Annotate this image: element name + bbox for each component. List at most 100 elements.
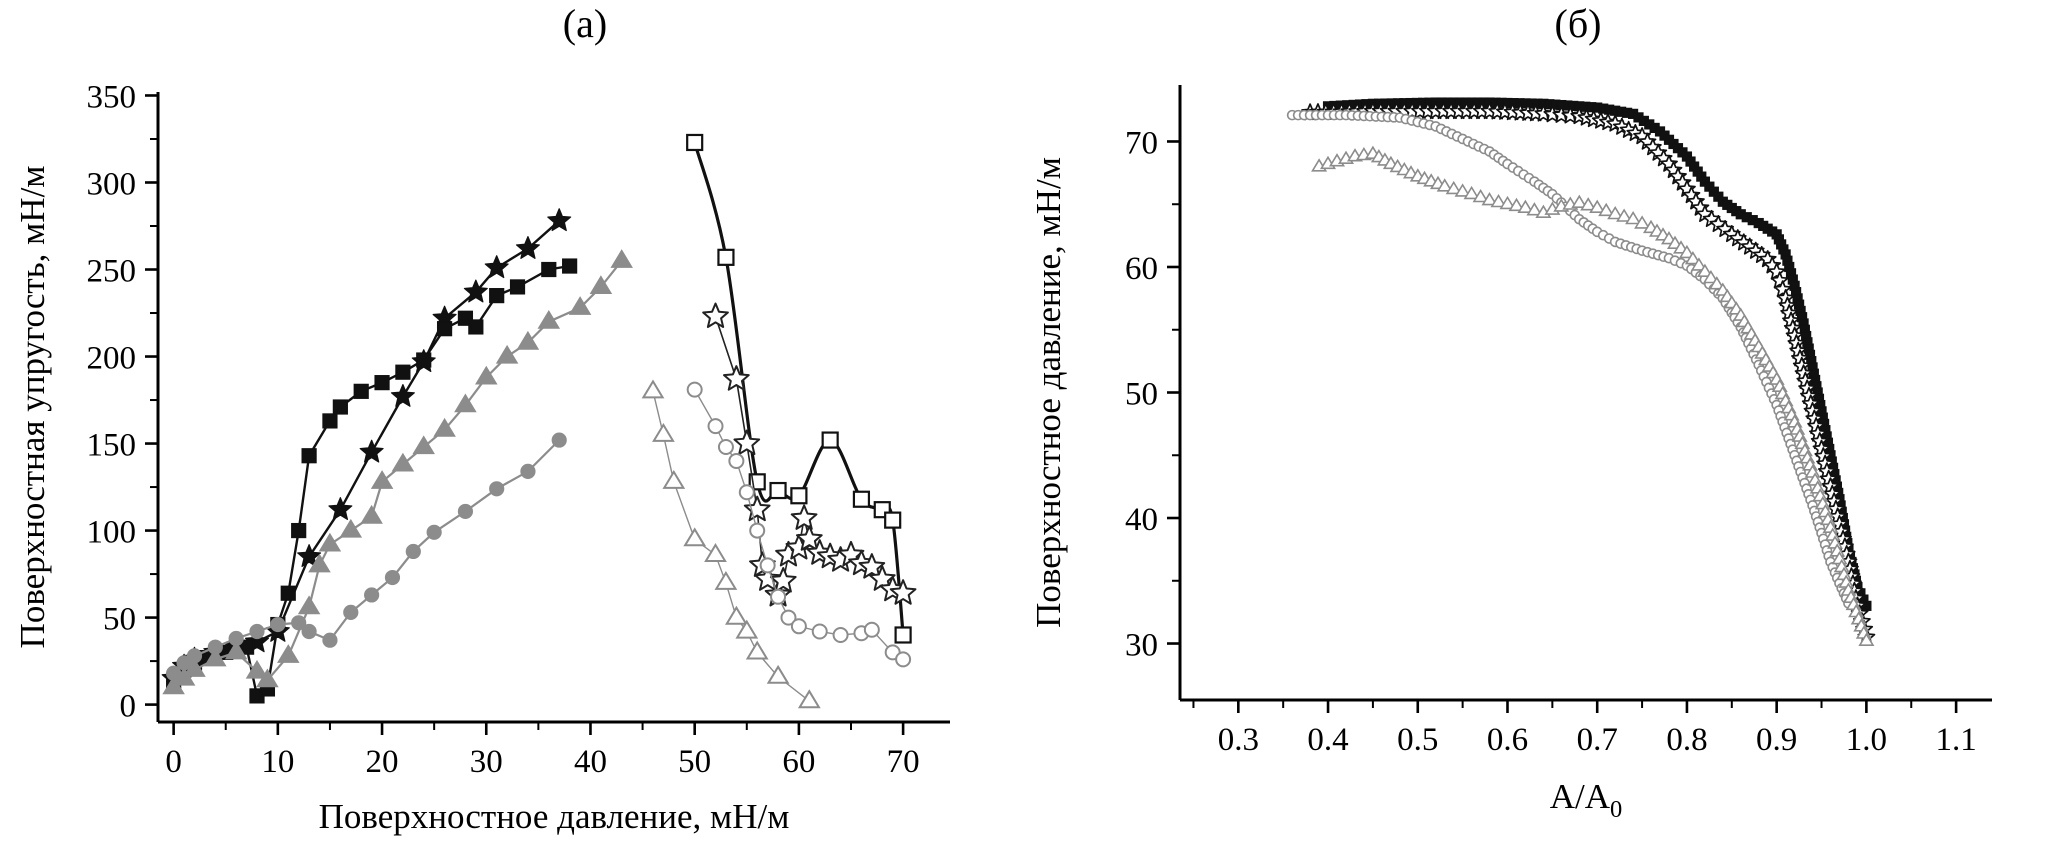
y-tick-label: 300 bbox=[87, 166, 137, 202]
series-open-stars bbox=[1301, 102, 1876, 645]
chart-a-plot: 0 10 20 30 40 50 60 70 0 50 100 150 200 250 300 350 Пове… bbox=[13, 79, 950, 836]
open-triangles-marker bbox=[1445, 180, 1462, 195]
open-triangles-marker bbox=[1499, 195, 1516, 210]
open-circles-marker bbox=[707, 418, 724, 435]
open-triangles-marker bbox=[1472, 188, 1489, 203]
open-triangles-marker bbox=[1526, 202, 1543, 216]
filled-triangles-marker bbox=[318, 532, 342, 552]
filled-circles-marker bbox=[405, 543, 421, 560]
open-squares-marker bbox=[686, 133, 704, 152]
open-triangles-marker bbox=[1625, 210, 1642, 225]
filled-stars-marker bbox=[515, 236, 540, 259]
x-tick-label: 1.1 bbox=[1935, 722, 1976, 758]
y-axis-label: Поверхностная упругость, мН/м bbox=[13, 166, 52, 649]
open-triangles-marker bbox=[1454, 183, 1471, 197]
filled-stars-marker bbox=[547, 208, 572, 232]
open-circles-marker bbox=[759, 557, 776, 574]
filled-squares-marker bbox=[322, 413, 338, 429]
open-triangles-marker bbox=[1690, 257, 1707, 271]
filled-squares-marker bbox=[395, 364, 411, 380]
filled-squares-marker bbox=[353, 383, 369, 399]
open-circles-marker bbox=[749, 522, 766, 539]
x-tick-label: 0.8 bbox=[1666, 722, 1707, 758]
filled-triangles-marker bbox=[277, 644, 300, 663]
open-triangles-marker bbox=[1634, 215, 1651, 229]
open-stars-marker bbox=[723, 365, 750, 391]
filled-squares-marker bbox=[291, 522, 307, 539]
filled-triangles-marker bbox=[495, 344, 519, 364]
filled-squares-marker bbox=[541, 261, 557, 278]
open-triangles-marker bbox=[1508, 197, 1525, 212]
open-triangles-marker bbox=[1684, 251, 1701, 265]
filled-triangles-marker bbox=[391, 452, 415, 472]
open-triangles-marker bbox=[1598, 202, 1615, 217]
series-open-circles bbox=[686, 381, 912, 668]
open-circles-marker bbox=[717, 439, 734, 456]
filled-triangles-marker bbox=[370, 470, 394, 489]
filled-circles-marker bbox=[249, 623, 265, 640]
y-tick-label: 60 bbox=[1125, 251, 1158, 287]
open-circles-marker bbox=[770, 588, 787, 605]
open-circles-marker bbox=[686, 381, 703, 398]
open-triangles-marker bbox=[641, 379, 665, 399]
x-axis-label: Поверхностное давление, мН/м bbox=[319, 797, 790, 836]
open-squares-marker bbox=[717, 248, 735, 266]
filled-squares-marker bbox=[301, 448, 317, 464]
open-triangles-marker bbox=[1436, 178, 1453, 192]
open-triangles-marker bbox=[662, 469, 686, 489]
open-triangles-marker bbox=[1702, 269, 1719, 284]
filled-stars-marker bbox=[328, 497, 353, 520]
open-squares-marker bbox=[769, 481, 787, 500]
chart-b-plot: 0.3 0.4 0.5 0.6 0.7 0.8 0.9 1.0 1.1 30 40 50 60 70 A/A… bbox=[1029, 85, 1992, 823]
filled-stars-marker bbox=[297, 544, 322, 567]
filled-circles-marker bbox=[207, 639, 223, 655]
open-circles-marker bbox=[832, 626, 849, 643]
open-triangles-marker bbox=[1678, 244, 1695, 259]
open-stars-marker bbox=[889, 579, 917, 605]
open-stars-marker bbox=[795, 525, 823, 551]
filled-circles-marker bbox=[228, 630, 244, 647]
open-triangles-marker bbox=[725, 605, 748, 625]
y-tick-label: 350 bbox=[87, 79, 137, 115]
filled-circles-marker bbox=[551, 432, 567, 448]
filled-triangles-marker bbox=[568, 296, 592, 315]
series-filled-circles bbox=[166, 432, 567, 681]
open-triangles-marker bbox=[714, 570, 738, 590]
open-squares-marker bbox=[790, 487, 808, 505]
filled-circles-marker bbox=[186, 648, 203, 664]
open-stars-marker bbox=[702, 302, 729, 329]
filled-triangles-marker bbox=[516, 330, 540, 350]
filled-circles-marker bbox=[343, 604, 359, 620]
open-triangles-marker bbox=[683, 527, 707, 547]
y-tick-label: 30 bbox=[1125, 628, 1158, 664]
filled-squares-marker bbox=[562, 258, 578, 274]
filled-triangles-marker bbox=[433, 417, 456, 437]
chart-panel-a: (а) 0 10 20 30 40 50 60 70 0 50 100 150 200 250 300 350… bbox=[0, 0, 1010, 852]
x-tick-label: 20 bbox=[366, 744, 399, 780]
filled-triangles-marker bbox=[308, 553, 331, 573]
open-squares-marker bbox=[821, 431, 839, 449]
filled-stars-marker bbox=[463, 279, 488, 303]
panel-b-title: (б) bbox=[1554, 1, 1602, 46]
filled-triangles-marker bbox=[475, 365, 498, 385]
series-line bbox=[714, 316, 904, 597]
open-stars-marker bbox=[790, 504, 818, 530]
x-tick-label: 30 bbox=[470, 744, 503, 780]
filled-triangles-marker bbox=[537, 310, 561, 329]
filled-circles-marker bbox=[301, 623, 317, 640]
filled-squares-marker bbox=[509, 279, 526, 295]
x-tick-label: 60 bbox=[782, 744, 815, 780]
filled-triangles-marker bbox=[256, 668, 279, 688]
filled-circles-marker bbox=[364, 587, 380, 603]
filled-stars-marker bbox=[484, 255, 509, 279]
open-triangles-marker bbox=[1517, 199, 1534, 213]
open-triangles-marker bbox=[1607, 205, 1624, 220]
open-triangles-marker bbox=[652, 422, 675, 442]
open-triangles-marker bbox=[1589, 199, 1606, 213]
y-tick-label: 0 bbox=[120, 689, 137, 725]
filled-stars-marker bbox=[390, 383, 415, 407]
x-tick-label: 1.0 bbox=[1846, 722, 1887, 758]
open-circles-marker bbox=[780, 609, 797, 626]
chart-panel-b: (б) 0.3 0.4 0.5 0.6 0.7 0.8 0.9 1.0 1.1 30 40 50 60 7… bbox=[1010, 0, 2067, 852]
